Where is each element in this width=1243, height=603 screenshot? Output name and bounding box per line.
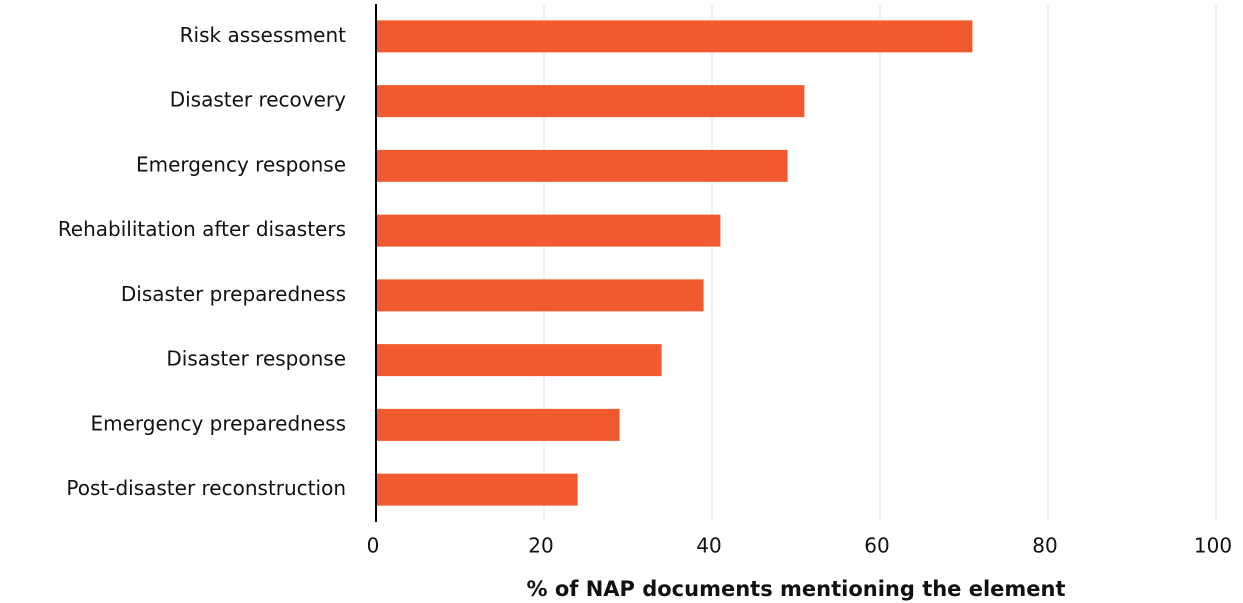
y-tick-label: Risk assessment xyxy=(180,23,347,47)
x-tick-label: 60 xyxy=(864,534,889,558)
x-tick-label: 0 xyxy=(367,534,380,558)
bar xyxy=(376,473,578,506)
x-tick-label: 40 xyxy=(696,534,721,558)
y-tick-label: Emergency response xyxy=(136,152,346,176)
bar xyxy=(376,408,620,441)
y-tick-label: Disaster response xyxy=(166,347,346,371)
y-tick-label: Disaster recovery xyxy=(170,88,346,112)
bar xyxy=(376,279,704,312)
y-tick-label: Rehabilitation after disasters xyxy=(58,217,346,241)
y-tick-label: Post-disaster reconstruction xyxy=(66,476,346,500)
bar xyxy=(376,20,973,53)
x-axis-label: % of NAP documents mentioning the elemen… xyxy=(526,577,1065,601)
bar xyxy=(376,214,721,247)
y-tick-label: Emergency preparedness xyxy=(91,411,347,435)
y-tick-label: Disaster preparedness xyxy=(121,282,346,306)
bar xyxy=(376,344,662,377)
bar xyxy=(376,149,788,182)
x-tick-label: 100 xyxy=(1194,534,1232,558)
x-tick-label: 20 xyxy=(528,534,553,558)
bar xyxy=(376,85,805,118)
x-tick-label: 80 xyxy=(1032,534,1057,558)
